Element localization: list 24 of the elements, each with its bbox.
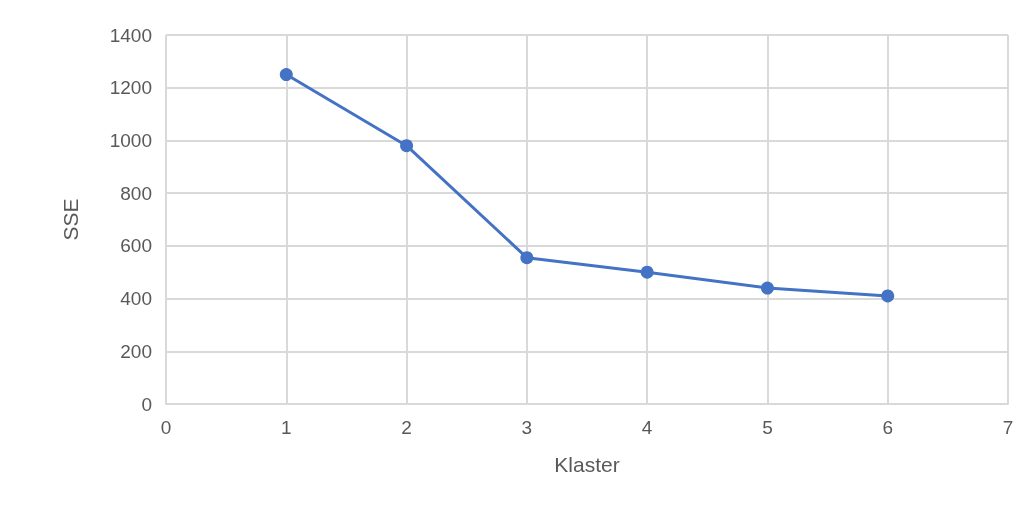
point: [279, 68, 293, 82]
point: [400, 139, 414, 153]
y-tick-label: 200: [120, 340, 152, 362]
y-tick-label: 400: [120, 288, 152, 310]
y-tick-label: 1200: [109, 77, 152, 99]
x-tick-label: 3: [521, 417, 533, 438]
x-tick-label: 6: [882, 417, 893, 438]
x-tick-label: 2: [401, 417, 412, 438]
x-axis-title: Klaster: [554, 453, 620, 476]
x-tick-label: 0: [160, 417, 172, 438]
y-tick-label: 1000: [109, 129, 152, 151]
point: [881, 289, 895, 303]
x-tick-label: 7: [1002, 417, 1014, 438]
x-tick-label: 1: [281, 417, 292, 438]
y-tick-label: 600: [120, 235, 152, 257]
point: [520, 251, 534, 265]
point: [760, 281, 774, 295]
y-tick-label: 800: [120, 182, 152, 204]
x-tick-label: 4: [641, 417, 653, 438]
x-tick-label: 5: [762, 417, 773, 438]
point: [640, 265, 654, 279]
y-tick-label: 0: [141, 393, 152, 415]
y-tick-label: 1400: [109, 24, 152, 46]
y-axis-title: SSE: [59, 198, 82, 241]
